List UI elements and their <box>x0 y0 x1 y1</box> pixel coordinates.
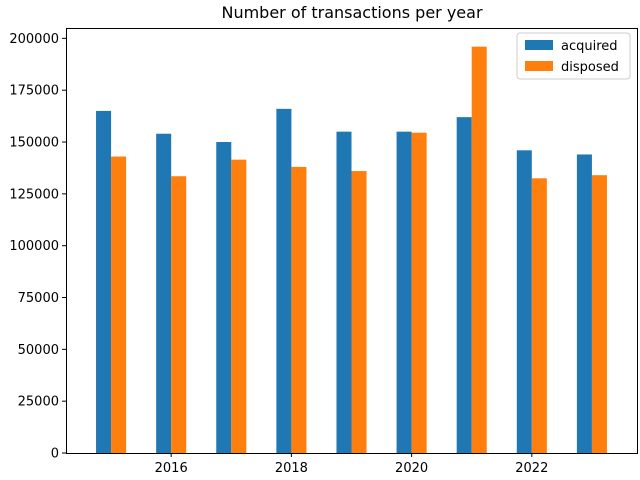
legend-label-disposed: disposed <box>561 60 619 75</box>
bar-disposed-2020 <box>411 132 427 453</box>
bar-disposed-2018 <box>291 166 307 453</box>
bars-layer <box>96 46 607 454</box>
x-axis: 2016 2018 2020 2022 <box>155 453 548 476</box>
bar-acquired-2020 <box>396 131 412 453</box>
bar-acquired-2016 <box>156 133 172 454</box>
y-tick-label: 100000 <box>9 239 59 254</box>
y-tick-label: 125000 <box>9 187 59 202</box>
y-axis: 0 25000 50000 75000 100000 125000 150000 175000… <box>9 32 66 462</box>
bar-acquired-2022 <box>516 150 532 453</box>
chart-title: Number of transactions per year <box>221 3 482 22</box>
x-tick-label: 2018 <box>275 461 308 476</box>
bar-disposed-2015 <box>111 156 127 453</box>
y-tick-label: 200000 <box>9 32 59 47</box>
plot-frame <box>66 28 638 454</box>
bar-acquired-2018 <box>276 108 292 453</box>
x-tick-label: 2022 <box>515 461 548 476</box>
x-tick-label: 2020 <box>395 461 428 476</box>
y-tick-label: 75000 <box>18 291 59 306</box>
bar-disposed-2021 <box>471 46 487 453</box>
legend: acquired disposed <box>516 32 631 80</box>
bar-disposed-2016 <box>171 176 187 454</box>
bar-disposed-2022 <box>531 178 547 453</box>
bar-acquired-2015 <box>96 110 112 454</box>
x-tick-label: 2016 <box>155 461 188 476</box>
y-tick-label: 0 <box>51 447 59 462</box>
y-tick-label: 175000 <box>9 84 59 99</box>
bar-acquired-2017 <box>216 142 232 453</box>
bar-acquired-2019 <box>336 131 352 453</box>
y-tick-label: 150000 <box>9 136 59 151</box>
bar-disposed-2017 <box>231 159 247 453</box>
legend-swatch-acquired <box>525 40 553 50</box>
y-tick-label: 50000 <box>18 343 59 358</box>
bar-disposed-2019 <box>351 171 367 454</box>
legend-label-acquired: acquired <box>561 39 618 54</box>
legend-swatch-disposed <box>525 61 553 71</box>
bar-acquired-2023 <box>576 154 592 453</box>
y-tick-label: 25000 <box>18 395 59 410</box>
bar-disposed-2023 <box>591 175 607 453</box>
bar-acquired-2021 <box>456 117 472 454</box>
